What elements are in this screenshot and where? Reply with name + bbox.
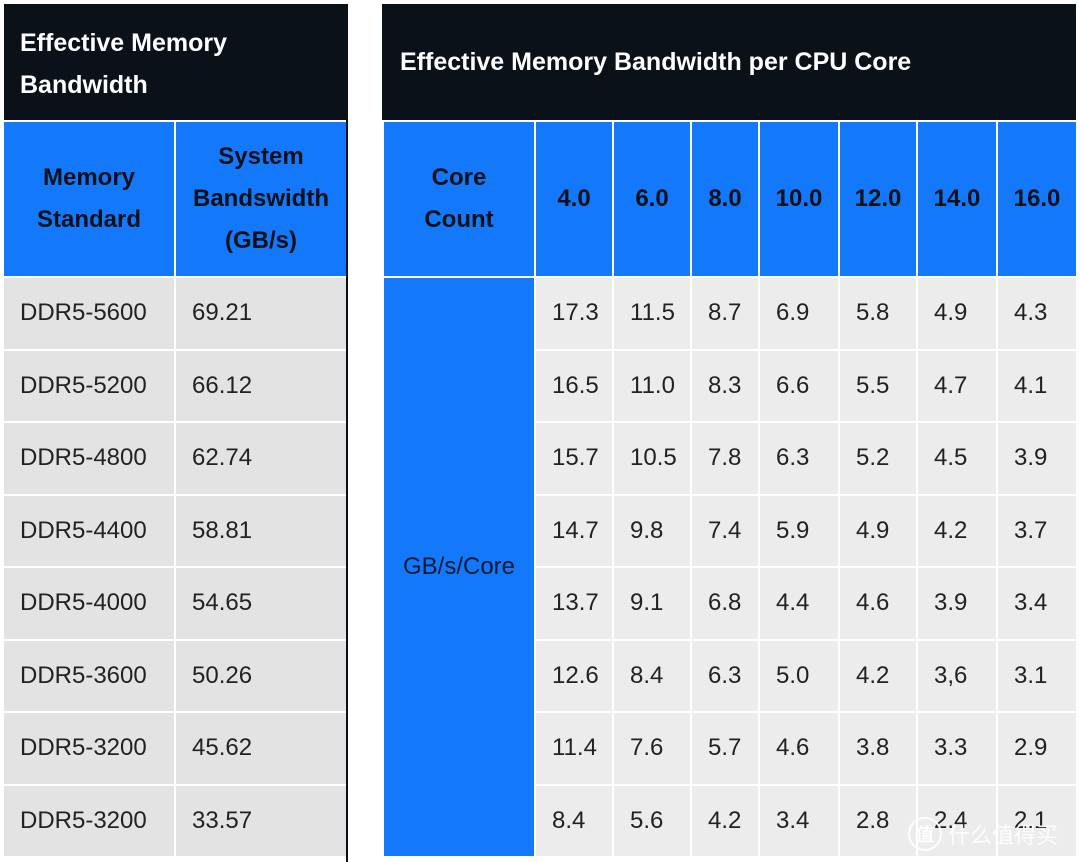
per-core-value-cell: 4.4 xyxy=(760,568,838,639)
per-core-value-cell: 4.6 xyxy=(840,568,916,639)
per-core-value-cell: 5.0 xyxy=(760,640,838,711)
per-core-value-cell: 13.7 xyxy=(536,568,612,639)
memory-standard-cell: DDR5-4400 xyxy=(4,495,174,566)
memory-standard-header: Memory Standard xyxy=(4,122,174,276)
per-core-value-cell: 6.3 xyxy=(692,640,758,711)
right-title-header: Effective Memory Bandwidth per CPU Core xyxy=(384,4,1076,120)
system-bandwidth-cell: 69.21 xyxy=(176,278,346,349)
per-core-value-cell: 11.0 xyxy=(614,350,690,421)
per-core-value-cell: 9.8 xyxy=(614,495,690,566)
per-core-value-cell: 2.9 xyxy=(998,713,1076,784)
left-title-header: Effective Memory Bandwidth xyxy=(4,4,346,120)
system-bandwidth-cell: 33.57 xyxy=(176,785,346,856)
memory-standard-cell: DDR5-3200 xyxy=(4,785,174,856)
per-core-value-cell: 3.9 xyxy=(918,568,996,639)
per-core-value-cell: 4.9 xyxy=(918,278,996,349)
core-count-header: Core Count xyxy=(384,122,534,276)
per-core-value-cell: 15.7 xyxy=(536,423,612,494)
per-core-value-cell: 8.3 xyxy=(692,350,758,421)
per-core-value-cell: 8.7 xyxy=(692,278,758,349)
core-count-header-value: 4.0 xyxy=(536,122,612,276)
memory-standard-cell: DDR5-3200 xyxy=(4,713,174,784)
per-core-value-cell: 5.7 xyxy=(692,713,758,784)
per-core-value-cell: 6.6 xyxy=(760,350,838,421)
per-core-value-cell: 5.8 xyxy=(840,278,916,349)
per-core-value-cell: 3.8 xyxy=(840,713,916,784)
per-core-value-cell: 4.2 xyxy=(918,495,996,566)
unit-label: GB/s/Core xyxy=(402,553,516,580)
core-count-header-value: 8.0 xyxy=(692,122,758,276)
spacer-column-header xyxy=(346,4,384,120)
per-core-value-cell: 4.5 xyxy=(918,423,996,494)
per-core-value-cell: 3.9 xyxy=(998,423,1076,494)
per-core-value-cell: 2.8 xyxy=(840,785,916,856)
left-title: Effective Memory Bandwidth xyxy=(20,29,228,99)
system-bandwidth-header: System Bandswidth (GB/s) xyxy=(176,122,346,276)
per-core-value-cell: 17.3 xyxy=(536,278,612,349)
system-bandwidth-cell: 62.74 xyxy=(176,423,346,494)
core-count-label: Core Count xyxy=(424,164,494,233)
per-core-value-cell: 6.9 xyxy=(760,278,838,349)
per-core-value-cell: 12.6 xyxy=(536,640,612,711)
per-core-value-cell: 14.7 xyxy=(536,495,612,566)
memory-standard-label: Memory Standard xyxy=(36,164,141,233)
per-core-value-cell: 10.5 xyxy=(614,423,690,494)
per-core-value-cell: 4.6 xyxy=(760,713,838,784)
per-core-value-cell: 16.5 xyxy=(536,350,612,421)
per-core-value-cell: 4.2 xyxy=(692,785,758,856)
core-count-header-value: 10.0 xyxy=(760,122,838,276)
per-core-value-cell: 7.8 xyxy=(692,423,758,494)
per-core-value-cell: 11.5 xyxy=(614,278,690,349)
core-count-header-value: 16.0 xyxy=(998,122,1076,276)
system-bandwidth-cell: 58.81 xyxy=(176,495,346,566)
system-bandwidth-cell: 54.65 xyxy=(176,568,346,639)
per-core-value-cell: 2.1 xyxy=(998,785,1076,856)
system-bandwidth-cell: 66.12 xyxy=(176,350,346,421)
per-core-value-cell: 4.1 xyxy=(998,350,1076,421)
memory-standard-cell: DDR5-4800 xyxy=(4,423,174,494)
per-core-value-cell: 3.4 xyxy=(998,568,1076,639)
core-count-header-value: 6.0 xyxy=(614,122,690,276)
system-bandwidth-cell: 45.62 xyxy=(176,713,346,784)
per-core-value-cell: 3.1 xyxy=(998,640,1076,711)
spacer-column xyxy=(346,120,384,862)
per-core-value-cell: 11.4 xyxy=(536,713,612,784)
core-count-header-value: 12.0 xyxy=(840,122,916,276)
per-core-value-cell: 5.2 xyxy=(840,423,916,494)
right-title: Effective Memory Bandwidth per CPU Core xyxy=(400,48,912,76)
per-core-value-cell: 4.2 xyxy=(840,640,916,711)
per-core-value-cell: 7.4 xyxy=(692,495,758,566)
per-core-value-cell: 3.3 xyxy=(918,713,996,784)
per-core-value-cell: 8.4 xyxy=(614,640,690,711)
per-core-value-cell: 3,6 xyxy=(918,640,996,711)
system-bandwidth-cell: 50.26 xyxy=(176,640,346,711)
per-core-value-cell: 7.6 xyxy=(614,713,690,784)
unit-merged-cell: GB/s/Core xyxy=(384,278,534,856)
per-core-value-cell: 4.3 xyxy=(998,278,1076,349)
memory-standard-cell: DDR5-5200 xyxy=(4,350,174,421)
system-bandwidth-label: System Bandswidth (GB/s) xyxy=(193,143,329,254)
memory-standard-cell: DDR5-3600 xyxy=(4,640,174,711)
watermark-logo-icon: 值 xyxy=(908,817,942,851)
watermark-text: 什么值得买 xyxy=(948,823,1059,848)
per-core-value-cell: 9.1 xyxy=(614,568,690,639)
per-core-value-cell: 8.4 xyxy=(536,785,612,856)
per-core-value-cell: 5.6 xyxy=(614,785,690,856)
per-core-value-cell: 5.5 xyxy=(840,350,916,421)
per-core-value-cell: 4.7 xyxy=(918,350,996,421)
watermark: 值 什么值得买 xyxy=(908,812,1076,856)
per-core-value-cell: 3.4 xyxy=(760,785,838,856)
memory-standard-cell: DDR5-4000 xyxy=(4,568,174,639)
core-count-header-value: 14.0 xyxy=(918,122,996,276)
memory-standard-cell: DDR5-5600 xyxy=(4,278,174,349)
per-core-value-cell: 6.8 xyxy=(692,568,758,639)
per-core-value-cell: 5.9 xyxy=(760,495,838,566)
per-core-value-cell: 6.3 xyxy=(760,423,838,494)
per-core-value-cell: 3.7 xyxy=(998,495,1076,566)
per-core-value-cell: 4.9 xyxy=(840,495,916,566)
